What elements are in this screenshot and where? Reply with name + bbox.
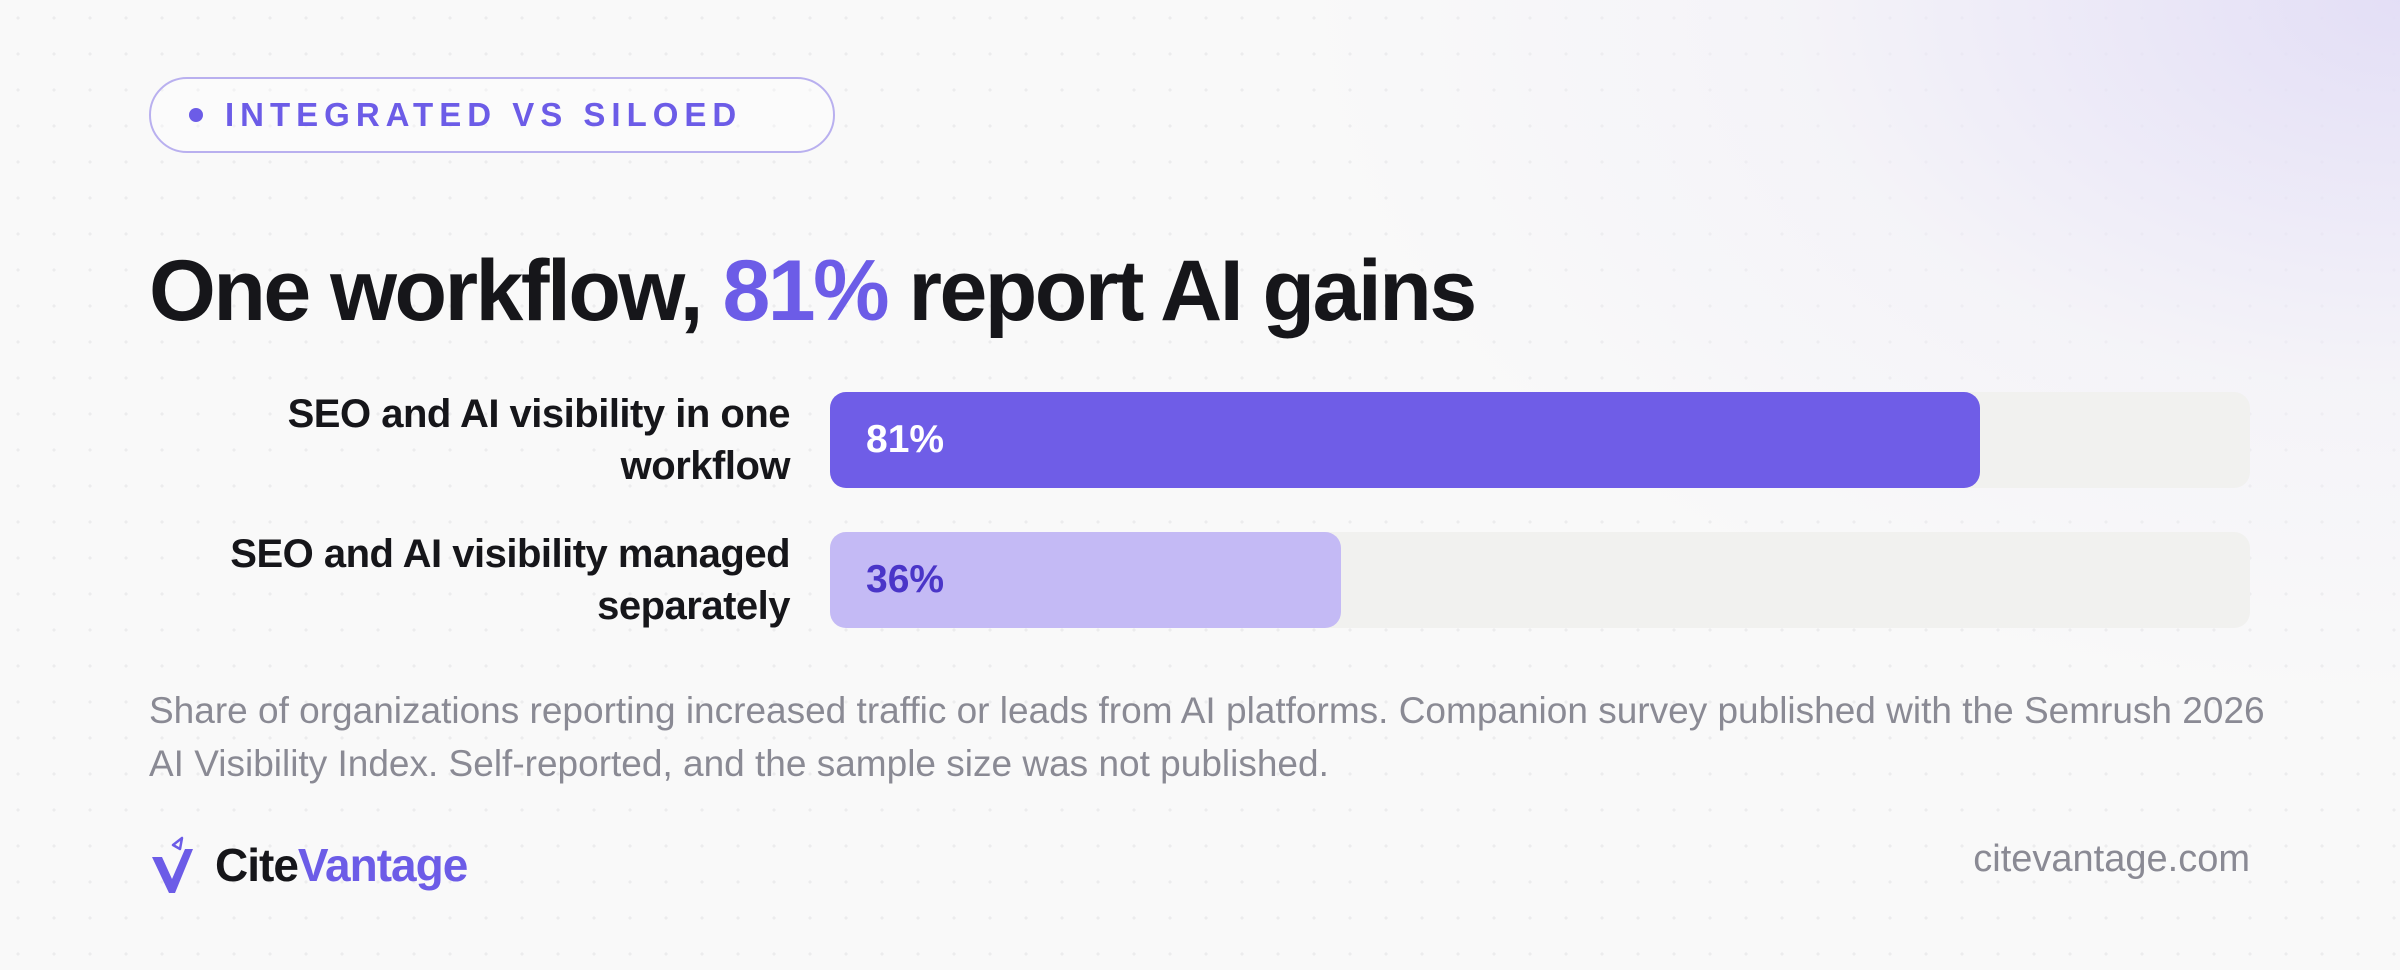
chart-footnote: Share of organizations reporting increas… bbox=[149, 690, 2265, 784]
brand-name: CiteVantage bbox=[215, 838, 468, 892]
bar-track: 81% bbox=[830, 392, 2250, 488]
title-highlight: 81% bbox=[722, 243, 889, 339]
bar-track: 36% bbox=[830, 532, 2250, 628]
title-suffix: report AI gains bbox=[887, 243, 1477, 339]
badge-label: INTEGRATED VS SILOED bbox=[225, 96, 743, 133]
bar-category-label: SEO and AI visibility in one workflow bbox=[287, 392, 791, 488]
brand-logo: CiteVantage bbox=[149, 835, 468, 895]
bar-value-label: 36% bbox=[866, 558, 945, 601]
bar: 36% bbox=[830, 532, 1341, 628]
badge-dot-icon bbox=[189, 108, 203, 122]
v-checkmark-logo-icon bbox=[152, 836, 193, 893]
chart-title: One workflow, 81% report AI gains bbox=[149, 236, 1477, 346]
title-prefix: One workflow, bbox=[149, 243, 723, 339]
brand-name-part2: Vantage bbox=[297, 839, 468, 891]
bar: 81% bbox=[830, 392, 1980, 488]
bar-value-label: 81% bbox=[866, 418, 945, 461]
bar-category-label: SEO and AI visibility managed separately bbox=[230, 532, 790, 628]
website-link[interactable]: citevantage.com bbox=[1973, 838, 2250, 880]
brand-name-part1: Cite bbox=[215, 839, 299, 891]
category-badge: INTEGRATED VS SILOED bbox=[149, 77, 835, 153]
